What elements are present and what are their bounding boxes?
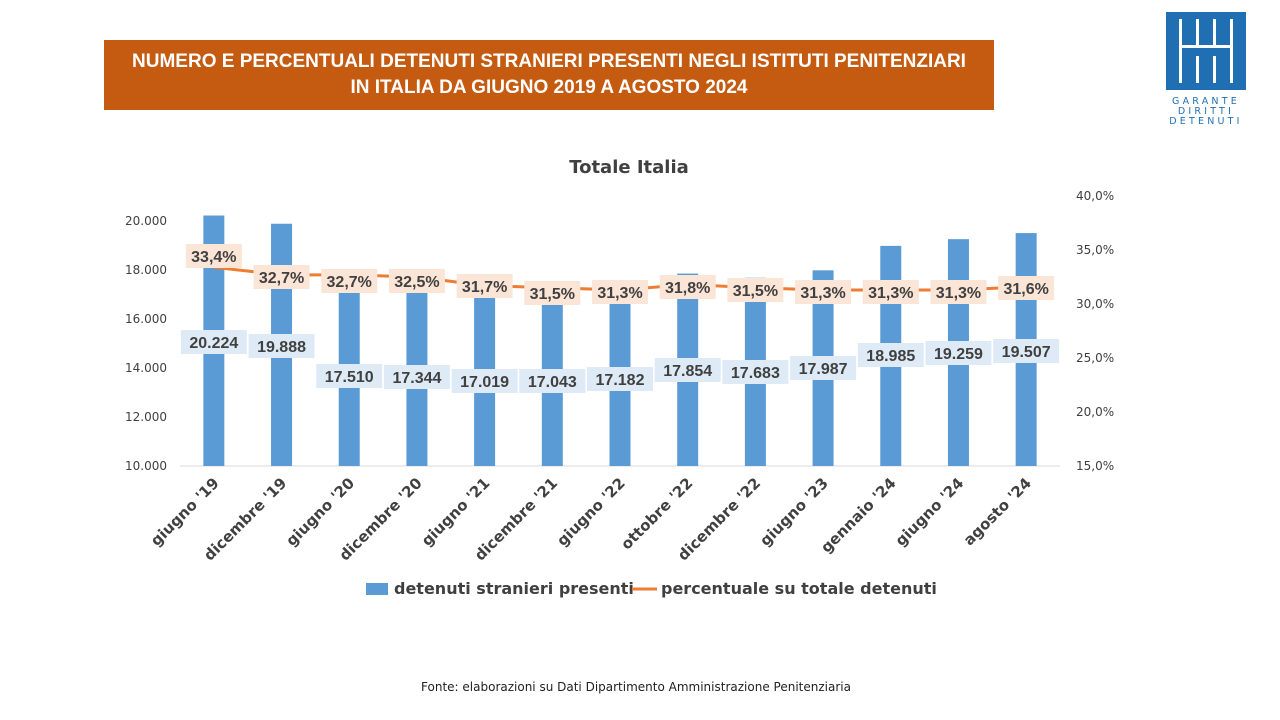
bar-value-label-bg xyxy=(722,360,789,384)
banner-title-line-1: NUMERO E PERCENTUALI DETENUTI STRANIERI … xyxy=(132,51,966,72)
x-tick-label: giugno '23 xyxy=(756,474,832,550)
bar-value-label: 19.888 xyxy=(257,339,306,356)
y-right-tick-label: 15,0% xyxy=(1076,459,1114,473)
line-value-label-bg xyxy=(388,269,445,293)
line-value-label: 31,8% xyxy=(665,280,710,297)
line-value-label-bg xyxy=(930,280,987,304)
bar-value-label: 17.043 xyxy=(528,374,577,391)
line-value-label: 32,7% xyxy=(259,270,304,287)
line-value-label: 31,7% xyxy=(462,279,507,296)
logo-text-detenuti: DETENUTI xyxy=(1169,116,1243,127)
x-tick-label: giugno '19 xyxy=(147,474,223,550)
title-banner: NUMERO E PERCENTUALI DETENUTI STRANIERI … xyxy=(104,40,994,110)
line-value-label: 31,5% xyxy=(733,283,778,300)
bar-value-label-bg xyxy=(316,364,383,388)
logo-mark-icon xyxy=(1166,12,1246,90)
x-tick-label: giugno '24 xyxy=(892,474,968,550)
chart: Totale Italia 10.000 12.000 14.000 16.000 18.… xyxy=(125,157,1114,598)
line-value-label-bg xyxy=(456,274,513,298)
bar-value-label-bg xyxy=(790,356,857,380)
legend-bar-swatch xyxy=(366,583,388,595)
bar-value-label: 17.683 xyxy=(731,365,780,382)
bar-value-label: 18.985 xyxy=(866,348,915,365)
line-value-label: 31,3% xyxy=(936,285,981,302)
line-value-label: 32,5% xyxy=(394,274,439,291)
x-tick-label: agosto '24 xyxy=(960,474,1035,549)
bar-value-label-bg xyxy=(925,341,992,365)
bar-value-label: 17.344 xyxy=(392,370,441,387)
line-value-label: 31,6% xyxy=(1003,281,1048,298)
bar-value-label: 19.259 xyxy=(934,346,983,363)
x-tick-label: giugno '21 xyxy=(418,474,494,550)
source-note: Fonte: elaborazioni su Dati Dipartimento… xyxy=(421,680,851,694)
y-left-tick-label: 14.000 xyxy=(125,361,167,375)
y-right-tick-label: 40,0% xyxy=(1076,189,1114,203)
x-tick-label: giugno '20 xyxy=(282,474,358,550)
line-value-label-bg xyxy=(185,244,242,268)
legend-line-label: percentuale su totale detenuti xyxy=(661,579,937,598)
banner-title-line-2: IN ITALIA DA GIUGNO 2019 A AGOSTO 2024 xyxy=(350,77,748,98)
garante-logo: GARANTE DIRITTI DETENUTI xyxy=(1160,12,1252,130)
y-left-tick-label: 20.000 xyxy=(125,214,167,228)
bar-value-label-bg xyxy=(654,358,721,382)
bar-value-label-bg xyxy=(383,365,450,389)
bar-value-label-bg xyxy=(857,343,924,367)
line-value-label: 31,3% xyxy=(597,285,642,302)
line-value-label-bg xyxy=(998,276,1055,300)
logo-text-garante: GARANTE xyxy=(1172,96,1240,107)
bar-value-label-bg xyxy=(180,330,247,354)
legend-bar-label: detenuti stranieri presenti xyxy=(394,579,634,598)
line-value-label-bg xyxy=(321,269,378,293)
y-left-tick-label: 12.000 xyxy=(125,410,167,424)
line-value-label: 31,3% xyxy=(868,285,913,302)
y-left-tick-label: 18.000 xyxy=(125,263,167,277)
bar-value-label: 17.019 xyxy=(460,374,509,391)
line-value-label-bg xyxy=(795,280,852,304)
bar-value-label-bg xyxy=(993,339,1060,363)
y-right-tick-label: 20,0% xyxy=(1076,405,1114,419)
bar-value-label-bg xyxy=(248,334,315,358)
line-value-label-bg xyxy=(524,281,581,305)
bar-value-label: 17.510 xyxy=(325,369,374,386)
line-value-label: 31,3% xyxy=(800,285,845,302)
line-value-label: 31,5% xyxy=(530,286,575,303)
line-value-label-bg xyxy=(592,280,648,304)
bar-value-label: 17.182 xyxy=(596,372,645,389)
line-value-label-bg xyxy=(727,278,784,302)
line-value-label: 33,4% xyxy=(191,249,236,266)
line-value-label-bg xyxy=(862,280,919,304)
chart-title: Totale Italia xyxy=(569,157,689,178)
line-value-label: 32,7% xyxy=(327,274,372,291)
bar-value-label-bg xyxy=(451,369,518,393)
bar-value-label: 19.507 xyxy=(1002,344,1051,361)
bar-value-label: 20.224 xyxy=(189,335,238,352)
bar-value-label: 17.854 xyxy=(663,363,712,380)
logo-text-diritti: DIRITTI xyxy=(1177,106,1235,117)
bar-value-label-bg xyxy=(587,367,653,391)
bar-value-label-bg xyxy=(519,369,586,393)
bar-value-label: 17.987 xyxy=(799,361,848,378)
y-left-tick-label: 16.000 xyxy=(125,312,167,326)
y-right-tick-label: 25,0% xyxy=(1076,351,1114,365)
line-value-label-bg xyxy=(659,275,716,299)
line-value-label-bg xyxy=(253,265,310,289)
y-left-tick-label: 10.000 xyxy=(125,459,167,473)
y-right-tick-label: 30,0% xyxy=(1076,297,1114,311)
y-right-tick-label: 35,0% xyxy=(1076,243,1114,257)
x-tick-label: giugno '22 xyxy=(553,474,629,550)
